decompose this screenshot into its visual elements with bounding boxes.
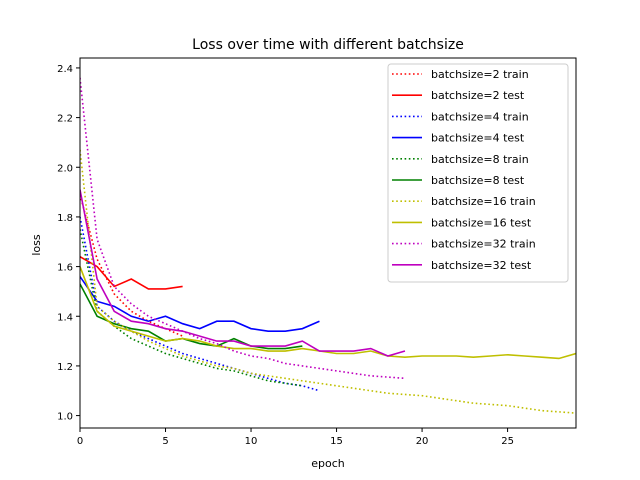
legend-label: batchsize=16 train	[431, 195, 536, 208]
x-tick-label: 25	[501, 436, 514, 447]
y-tick-label: 2.2	[57, 114, 73, 125]
series-line-2	[80, 255, 183, 290]
x-tick-label: 0	[77, 436, 83, 447]
y-tick-label: 1.6	[57, 263, 73, 274]
series-line-10	[80, 189, 406, 357]
legend-label: batchsize=32 test	[431, 259, 532, 272]
x-tick-label: 5	[162, 436, 168, 447]
y-axis: 1.0 1.2 1.4 1.6 1.8 2.0 2.2 2.4	[57, 64, 80, 423]
series-line-3	[80, 216, 320, 392]
legend-label: batchsize=2 test	[431, 89, 525, 102]
series-line-4	[80, 276, 320, 332]
legend-label: batchsize=8 test	[431, 174, 525, 187]
legend-label: batchsize=8 train	[431, 153, 529, 166]
series-line-8	[80, 266, 576, 360]
x-tick-label: 20	[416, 436, 429, 447]
legend: batchsize=2 train batchsize=2 test batchsi…	[387, 63, 569, 283]
legend-box	[387, 63, 569, 283]
legend-label: batchsize=4 train	[431, 110, 529, 123]
plot-frame	[79, 57, 577, 429]
chart-title: Loss over time with different batchsize	[192, 37, 464, 53]
y-tick-label: 1.2	[57, 362, 73, 373]
legend-label: batchsize=2 train	[431, 68, 529, 81]
series-line-6	[80, 283, 303, 350]
series-line-9	[80, 77, 406, 380]
series-line-5	[80, 229, 303, 387]
x-axis: 0 5 10 15 20 25	[77, 428, 514, 447]
series-line-7	[80, 149, 576, 414]
y-axis-label: loss	[30, 234, 43, 256]
series-layer	[80, 77, 576, 414]
legend-label: batchsize=32 train	[431, 238, 536, 251]
x-axis-label: epoch	[311, 457, 345, 470]
y-tick-label: 1.8	[57, 213, 73, 224]
y-tick-label: 1.4	[57, 312, 73, 323]
legend-label: batchsize=4 test	[431, 132, 525, 145]
legend-label: batchsize=16 test	[431, 216, 532, 229]
x-tick-label: 10	[245, 436, 258, 447]
y-tick-label: 2.4	[57, 64, 73, 75]
x-tick-label: 15	[330, 436, 343, 447]
y-tick-label: 2.0	[57, 163, 73, 174]
y-tick-label: 1.0	[57, 412, 73, 423]
